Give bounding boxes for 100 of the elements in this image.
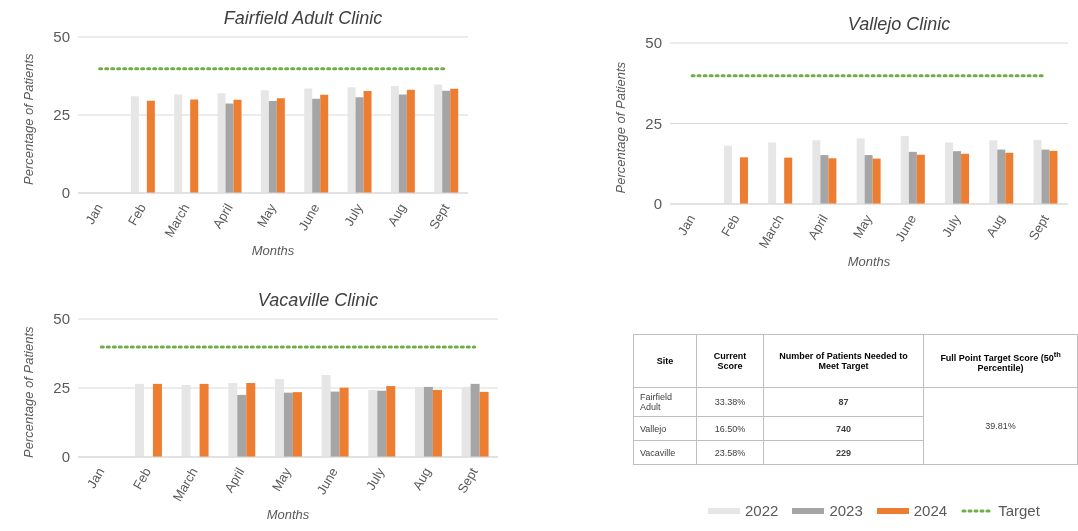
- bar: [233, 99, 242, 193]
- bar: [246, 383, 256, 457]
- legend-label: 2023: [828, 502, 863, 519]
- bar: [856, 138, 865, 204]
- text: 87: [838, 397, 849, 407]
- bar: [377, 390, 387, 457]
- category-label: Number of Patients Needed to Meet Target: [763, 334, 924, 388]
- bar: [276, 98, 285, 193]
- bar: [174, 94, 183, 193]
- bar: [945, 142, 954, 204]
- bar: [479, 391, 489, 457]
- x-tick-label: Jan: [83, 465, 108, 491]
- bar: [812, 140, 821, 204]
- bar: [304, 88, 313, 193]
- bar: [283, 392, 293, 457]
- text: 39.81%: [985, 421, 1016, 431]
- bar: [368, 389, 378, 457]
- y-tick-label: 0: [653, 195, 662, 213]
- bar: [739, 157, 748, 204]
- bar: [398, 94, 407, 193]
- y-tick-label: 50: [53, 28, 70, 46]
- bar: [961, 153, 970, 204]
- category-label: Current Score: [696, 334, 764, 388]
- bar: [953, 151, 962, 204]
- bar: [872, 158, 881, 204]
- bar: [461, 386, 471, 457]
- bar: [723, 145, 732, 204]
- bar: [339, 387, 349, 457]
- chart-title: Vacaville Clinic: [256, 290, 380, 311]
- bar: [470, 383, 480, 457]
- y-axis-title: Percentage of Patients: [20, 52, 36, 185]
- x-tick-label: Jan: [674, 212, 699, 238]
- bar: [320, 94, 329, 193]
- bar: [292, 392, 302, 457]
- y-tick-label: 50: [53, 310, 70, 328]
- chart-title: Vallejo Clinic: [846, 14, 952, 35]
- bar: [1049, 150, 1058, 204]
- y-tick-label: 25: [645, 114, 662, 132]
- bar: [321, 375, 331, 457]
- bar: [916, 154, 925, 204]
- chart-title: Fairfield Adult Clinic: [222, 8, 384, 29]
- bar: [347, 87, 356, 193]
- bar: [190, 99, 199, 193]
- text: 740: [836, 423, 852, 434]
- bar: [237, 394, 247, 457]
- y-axis-title: Percentage of Patients: [612, 61, 628, 194]
- y-tick-label: 0: [61, 448, 70, 466]
- x-tick-label: Feb: [129, 465, 155, 492]
- x-tick-label: July: [938, 211, 964, 240]
- x-axis-title: Months: [266, 507, 310, 522]
- legend-label: 2022: [744, 502, 779, 519]
- x-tick-label: July: [341, 200, 366, 229]
- category-label: Site: [633, 334, 697, 388]
- category-label: Vacaville: [640, 447, 676, 458]
- bar: [820, 155, 829, 204]
- bar: [406, 89, 415, 193]
- bar: [1005, 152, 1014, 204]
- bar: [434, 84, 443, 193]
- bar: [199, 383, 209, 457]
- bar: [146, 100, 155, 193]
- y-tick-label: 0: [61, 184, 70, 202]
- category-label: Vallejo: [640, 423, 667, 434]
- bar: [363, 90, 372, 193]
- bar: [423, 386, 433, 457]
- bar: [900, 136, 909, 204]
- bar: [390, 85, 399, 193]
- bar: [152, 383, 162, 457]
- text: 229: [836, 447, 852, 458]
- bar: [268, 100, 277, 193]
- bar: [386, 386, 396, 457]
- x-tick-label: Feb: [124, 201, 150, 228]
- y-tick-label: 50: [645, 34, 662, 52]
- bar: [1041, 149, 1050, 204]
- legend-label: 2024: [912, 502, 948, 519]
- category-label: Fairfield Adult: [640, 392, 673, 412]
- y-axis-title: Percentage of Patients: [20, 325, 36, 458]
- y-tick-label: 25: [53, 106, 70, 124]
- bar: [134, 383, 144, 457]
- bar: [225, 103, 234, 193]
- bar: [355, 97, 364, 193]
- bar: [784, 157, 793, 204]
- bar: [450, 88, 459, 193]
- bar: [217, 93, 226, 193]
- legend-label: Target: [997, 502, 1040, 519]
- x-axis-title: Months: [251, 243, 295, 258]
- text: 16.50%: [714, 423, 746, 434]
- bar: [260, 90, 269, 193]
- bar: [828, 158, 837, 204]
- bar: [997, 149, 1006, 204]
- text: 23.58%: [714, 447, 746, 458]
- bar: [228, 383, 238, 457]
- bar: [312, 98, 321, 193]
- x-tick-label: Jan: [82, 201, 106, 227]
- text: 33.38%: [714, 397, 746, 407]
- x-axis-title: Months: [847, 254, 891, 269]
- x-tick-label: July: [362, 464, 388, 493]
- bar: [414, 386, 424, 457]
- bar: [864, 155, 873, 204]
- bar: [989, 140, 998, 204]
- bar: [768, 142, 777, 204]
